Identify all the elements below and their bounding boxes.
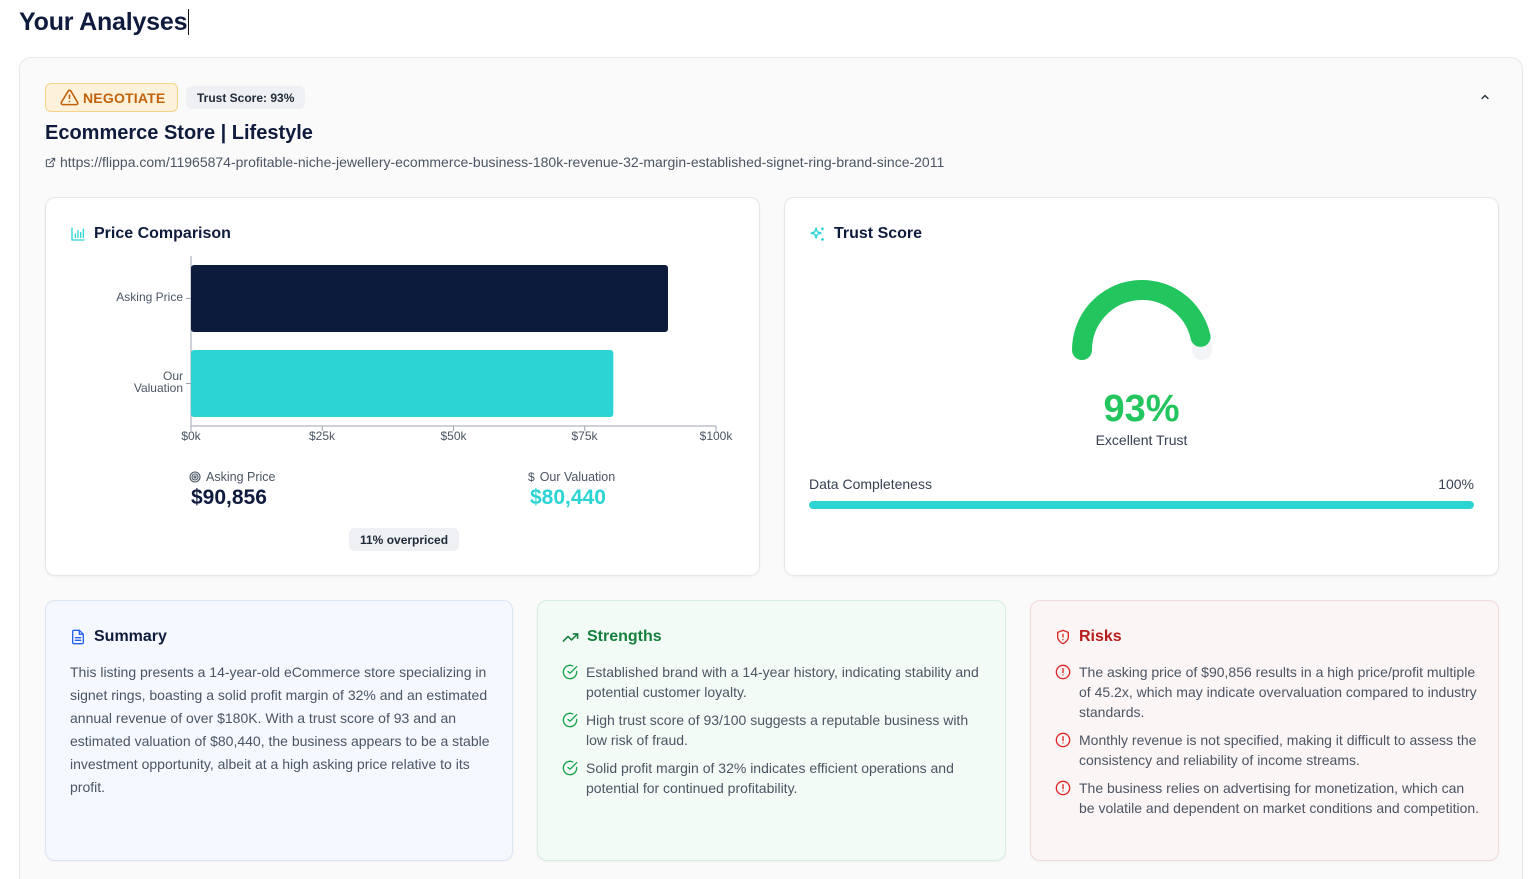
risk-item: Monthly revenue is not specified, making… — [1055, 730, 1480, 770]
external-link-icon — [45, 157, 56, 167]
check-circle-icon — [562, 712, 578, 728]
recommendation-label: NEGOTIATE — [83, 89, 166, 106]
bar-asking-price — [191, 265, 668, 332]
trust-gauge — [1072, 280, 1212, 360]
summary-card: Summary This listing presents a 14-year-… — [45, 600, 513, 861]
trending-up-icon — [562, 632, 579, 642]
data-completeness-label: Data Completeness — [809, 476, 932, 492]
risks-list: The asking price of $90,856 results in a… — [1055, 662, 1480, 826]
x-tick-label: $0k — [181, 429, 201, 443]
risks-title: Risks — [1079, 628, 1122, 645]
warning-icon — [60, 89, 79, 106]
trust-score-percent: 93% — [1103, 388, 1180, 430]
summary-header: Summary — [70, 628, 167, 646]
alert-circle-icon — [1055, 664, 1071, 680]
risk-item: The business relies on advertising for m… — [1055, 778, 1480, 818]
recommendation-badge: NEGOTIATE — [45, 83, 179, 112]
price-comparison-chart — [186, 256, 717, 431]
y-axis-label-valuation: Our Valuation — [133, 369, 183, 395]
target-icon — [189, 471, 201, 483]
risks-card: Risks The asking price of $90,856 result… — [1030, 600, 1499, 861]
analysis-card: NEGOTIATE Trust Score: 93% Ecommerce Sto… — [19, 57, 1523, 879]
price-comparison-title: Price Comparison — [94, 225, 231, 242]
listing-title: Ecommerce Store | Lifestyle — [45, 122, 313, 144]
x-tick-label: $50k — [440, 429, 467, 443]
chevron-up-icon — [1481, 94, 1489, 100]
alert-circle-icon — [1055, 780, 1071, 796]
check-circle-icon — [562, 664, 578, 680]
strengths-list: Established brand with a 14-year history… — [562, 662, 987, 806]
bar-chart-icon — [71, 227, 85, 241]
trust-score-panel: Trust Score 93% Excellent Trust Data Com… — [784, 197, 1499, 576]
bar-our-valuation — [191, 350, 614, 417]
strength-item: Solid profit margin of 32% indicates eff… — [562, 758, 987, 798]
gauge-fill — [1072, 280, 1211, 360]
asking-price-stat-label: Asking Price — [189, 470, 275, 484]
listing-link[interactable]: https://flippa.com/11965874-profitable-n… — [45, 154, 944, 170]
strength-item: High trust score of 93/100 suggests a re… — [562, 710, 987, 750]
strengths-card: Strengths Established brand with a 14-ye… — [537, 600, 1006, 861]
collapse-button[interactable] — [1478, 90, 1492, 104]
summary-text: This listing presents a 14-year-old eCom… — [70, 664, 490, 795]
overpriced-badge: 11% overpriced — [349, 528, 460, 551]
valuation-stat-label: $ Our Valuation — [528, 470, 616, 484]
strength-item: Established brand with a 14-year history… — [562, 662, 987, 702]
sparkles-icon — [810, 226, 824, 241]
asking-price-value: $90,856 — [191, 486, 267, 509]
strengths-header: Strengths — [562, 628, 662, 646]
valuation-value: $80,440 — [530, 486, 606, 509]
dollar-icon: $ — [528, 470, 535, 484]
alert-circle-icon — [1055, 732, 1071, 748]
risk-item: The asking price of $90,856 results in a… — [1055, 662, 1480, 722]
x-tick-label: $100k — [699, 429, 733, 443]
page-title: Your Analyses — [19, 8, 190, 36]
summary-title: Summary — [94, 628, 167, 645]
shield-alert-icon — [1057, 629, 1069, 645]
trust-score-title: Trust Score — [834, 225, 923, 242]
trust-score-description: Excellent Trust — [1095, 432, 1188, 448]
trust-score-header: Trust Score — [809, 225, 922, 243]
x-tick-label: $75k — [571, 429, 598, 443]
price-comparison-header: Price Comparison — [70, 225, 231, 243]
trust-score-badge: Trust Score: 93% — [186, 86, 306, 109]
y-axis-label-asking: Asking Price — [116, 290, 183, 304]
listing-url: https://flippa.com/11965874-profitable-n… — [60, 154, 945, 170]
data-completeness-value: 100% — [1438, 476, 1474, 492]
x-tick-label: $25k — [308, 429, 336, 443]
document-icon — [72, 629, 84, 645]
text-cursor — [188, 9, 190, 35]
data-completeness-bar — [809, 501, 1474, 509]
data-completeness-fill — [809, 501, 1474, 509]
price-comparison-panel: Price Comparison Asking Price Our Valuati… — [45, 197, 760, 576]
check-circle-icon — [562, 760, 578, 776]
risks-header: Risks — [1055, 628, 1122, 646]
strengths-title: Strengths — [587, 628, 662, 645]
